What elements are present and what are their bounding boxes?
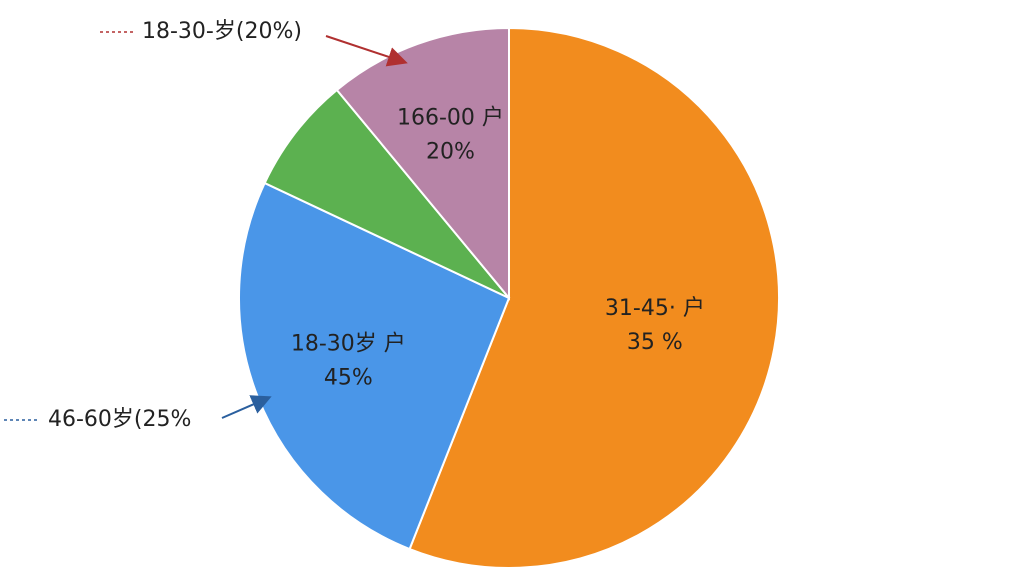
pie-slice [335, 26, 510, 301]
slice-label: 35 % [627, 330, 683, 355]
slice-label: 45% [324, 366, 373, 391]
slice-label: 18-30岁 户 [291, 332, 406, 357]
pie-slice [408, 26, 780, 569]
callout-label: 46-60岁(25% [48, 407, 191, 432]
pie-slice [263, 88, 510, 299]
callout-arrow [221, 395, 272, 419]
slice-label: 31-45· 户 [605, 296, 705, 321]
callout-arrow [325, 35, 408, 67]
callout-label: 18-30-岁(20%) [142, 19, 302, 44]
slice-label: 20% [426, 139, 475, 164]
slice-label: 166-00 户 [397, 105, 504, 130]
